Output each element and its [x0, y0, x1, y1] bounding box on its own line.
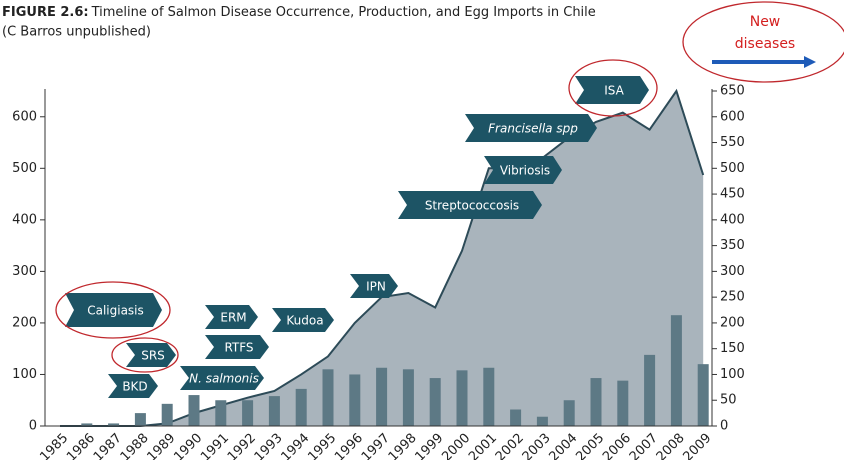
egg-import-bar	[483, 367, 495, 426]
disease-label: IPN	[366, 280, 386, 294]
disease-marker	[398, 191, 542, 219]
egg-import-bar	[563, 400, 575, 426]
egg-import-bar	[590, 378, 602, 426]
egg-import-bar	[456, 370, 468, 426]
disease-marker	[465, 114, 597, 142]
y2-tick-label: 300	[720, 264, 745, 279]
title-text: Timeline of Salmon Disease Occurrence, P…	[91, 5, 596, 20]
y2-tick-label: 50	[720, 393, 737, 408]
y-tick-label: 300	[12, 264, 37, 279]
egg-import-bar	[242, 400, 254, 426]
disease-label: Francisella spp	[488, 122, 578, 136]
egg-import-bar	[161, 403, 173, 426]
disease-marker	[350, 274, 398, 298]
disease-label: Caligiasis	[87, 304, 144, 318]
disease-label: SRS	[141, 349, 165, 363]
disease-label: ERM	[220, 311, 246, 325]
disease-marker	[205, 305, 258, 329]
disease-marker	[180, 366, 264, 390]
egg-import-bar	[429, 378, 441, 426]
y2-tick-label: 0	[720, 419, 728, 434]
y-tick-label: 200	[12, 315, 37, 330]
disease-marker	[205, 335, 269, 359]
highlight-circle	[682, 1, 844, 83]
y2-tick-label: 500	[720, 161, 745, 176]
y2-tick-label: 350	[720, 238, 745, 253]
disease-marker	[272, 308, 334, 332]
egg-import-bar	[322, 369, 334, 426]
disease-label: Vibriosis	[500, 164, 550, 178]
callout-text: diseases	[735, 36, 795, 52]
y-tick-label: 600	[12, 109, 37, 124]
chart-title: FIGURE 2.6: Timeline of Salmon Disease Oc…	[2, 5, 596, 20]
egg-import-bar	[617, 380, 629, 426]
disease-label: Streptococcosis	[425, 199, 519, 213]
egg-import-bar	[215, 400, 227, 426]
y-tick-label: 400	[12, 212, 37, 227]
highlight-circle	[55, 281, 171, 339]
disease-label: Kudoa	[286, 314, 323, 328]
egg-import-bar	[134, 413, 146, 426]
callout-arrow-head	[804, 56, 816, 68]
egg-import-bar	[376, 367, 388, 426]
y-tick-label: 0	[29, 419, 37, 434]
y2-tick-label: 400	[720, 212, 745, 227]
disease-label: N. salmonis	[189, 372, 259, 386]
egg-import-bar	[536, 416, 548, 426]
disease-label: RTFS	[224, 341, 253, 355]
disease-marker	[108, 374, 158, 398]
highlight-circle	[111, 337, 179, 373]
egg-import-bar	[108, 423, 120, 426]
egg-import-bar	[670, 315, 682, 426]
disease-marker	[575, 76, 649, 104]
subtitle: (C Barros unpublished)	[2, 25, 151, 40]
disease-marker	[65, 293, 162, 327]
y-tick-label: 500	[12, 161, 37, 176]
egg-import-bar	[402, 369, 414, 426]
egg-import-bar	[81, 423, 93, 426]
disease-marker	[126, 343, 176, 367]
egg-import-bar	[295, 388, 307, 426]
title-label: FIGURE 2.6:	[2, 5, 89, 20]
egg-import-bar	[349, 374, 361, 426]
y2-tick-label: 550	[720, 135, 745, 150]
y2-tick-label: 650	[720, 84, 745, 99]
egg-import-bar	[510, 409, 522, 426]
y2-tick-label: 150	[720, 341, 745, 356]
highlight-circle	[568, 59, 658, 117]
egg-import-bar	[268, 396, 280, 426]
y-tick-label: 100	[12, 367, 37, 382]
egg-import-bar	[697, 364, 709, 426]
y2-tick-label: 100	[720, 367, 745, 382]
y2-tick-label: 600	[720, 109, 745, 124]
y2-tick-label: 450	[720, 187, 745, 202]
disease-label: ISA	[604, 84, 624, 98]
egg-import-bar	[644, 354, 656, 426]
egg-import-bar	[188, 395, 200, 426]
y2-tick-label: 200	[720, 315, 745, 330]
x-tick-label: 2009	[680, 431, 714, 460]
callout-text: New	[750, 14, 781, 30]
disease-label: BKD	[122, 380, 147, 394]
y2-tick-label: 250	[720, 290, 745, 305]
disease-marker	[484, 156, 562, 184]
